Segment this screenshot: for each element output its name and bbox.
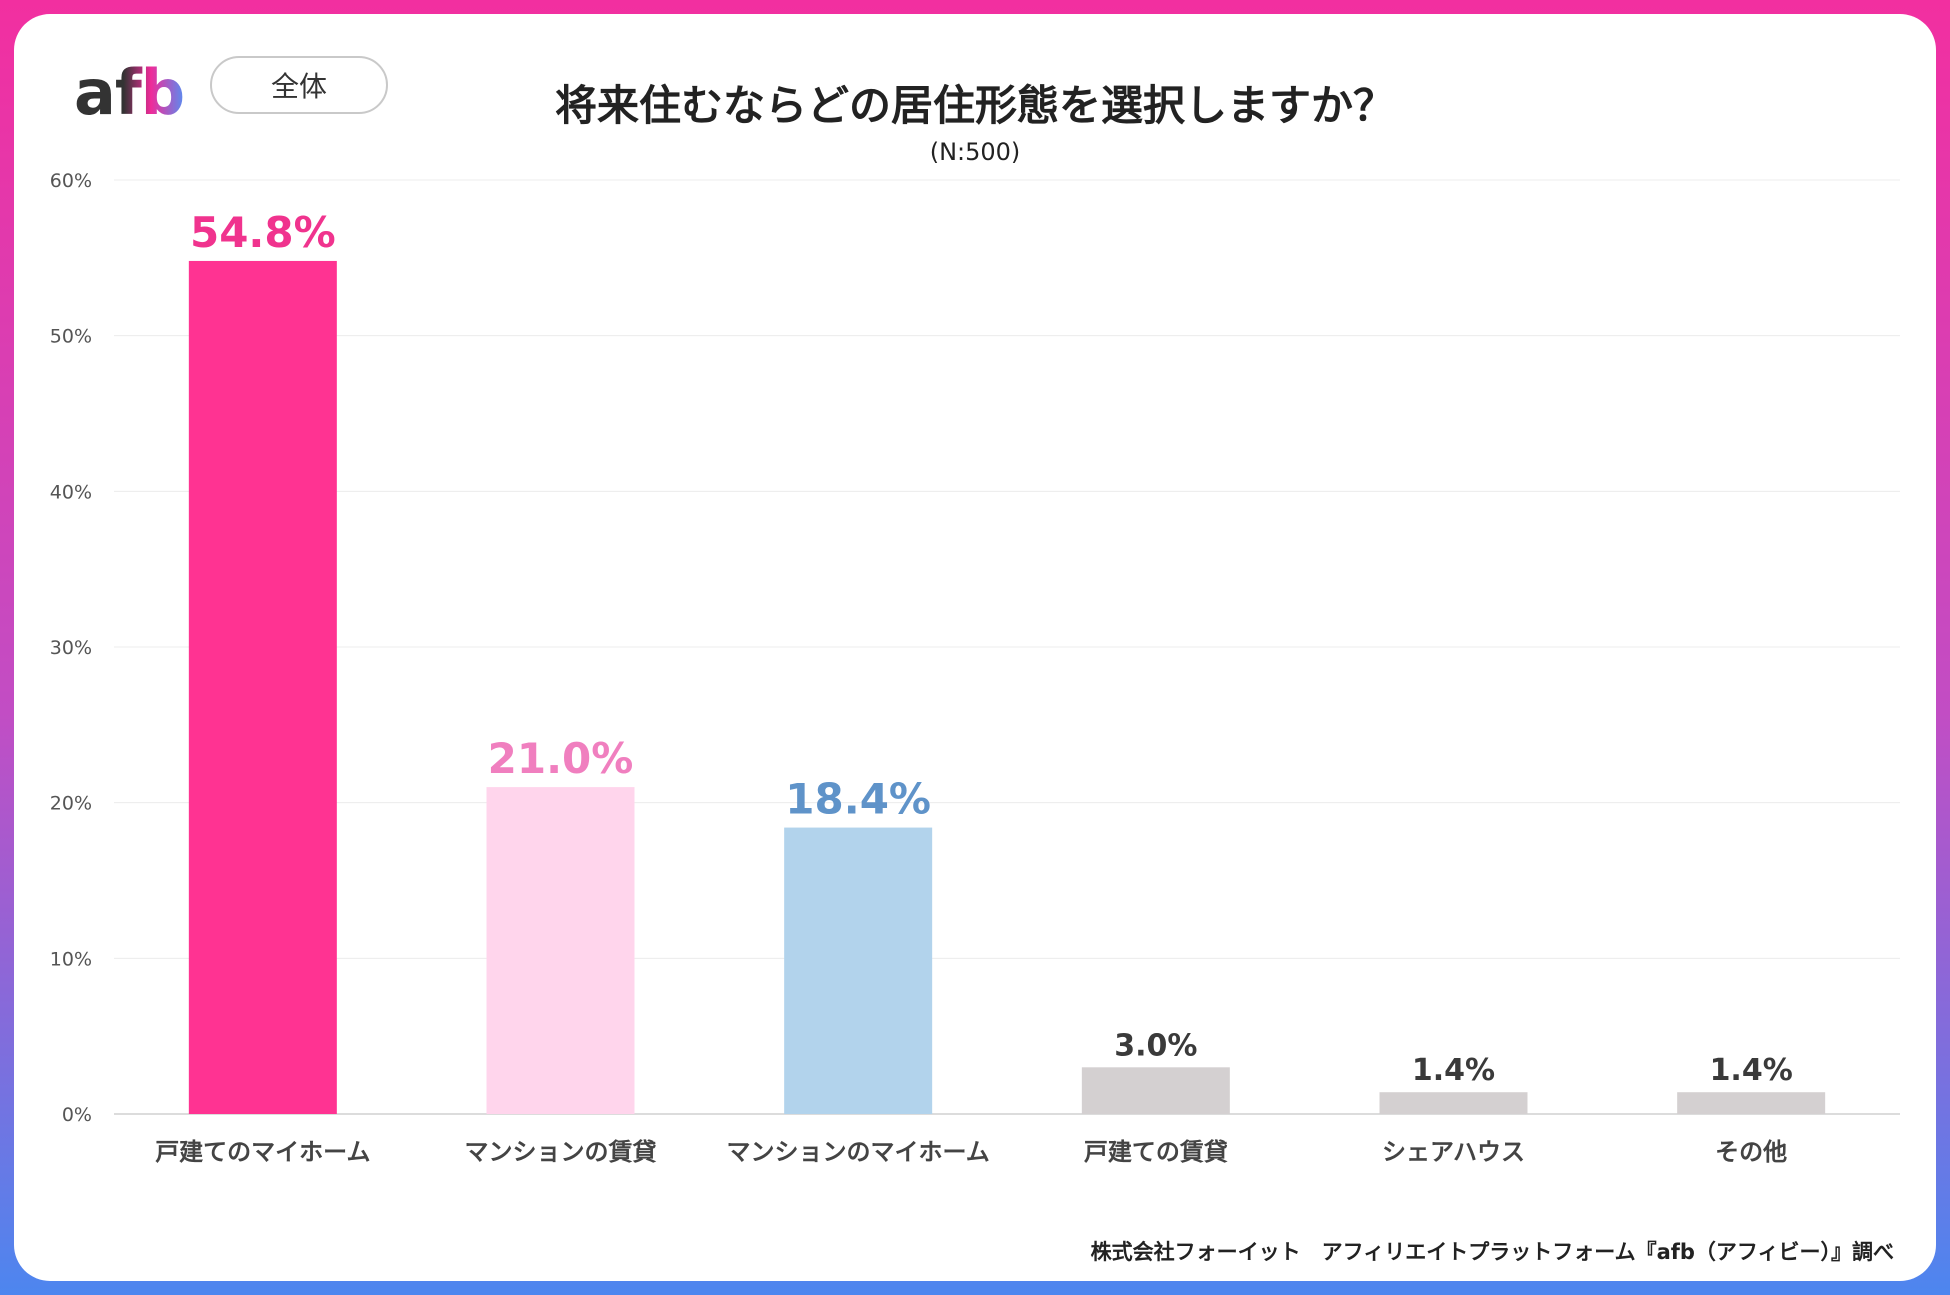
chart-title: 将来住むならどの居住形態を選択しますか？ [554,81,1395,130]
data-label: 21.0% [488,734,634,783]
bar-chart: 0% 10% 20% 30% 40% 50% 60% 54.8% 21.0% 18.4% 3.0%… [50,170,1900,1166]
data-label: 1.4% [1710,1053,1793,1088]
x-tick-label: その他 [1715,1138,1787,1166]
y-tick-label: 30% [50,637,92,659]
x-tick-label: 戸建ての賃貸 [1084,1138,1228,1166]
y-axis: 0% 10% 20% 30% 40% 50% 60% [50,170,92,1126]
source-note: 株式会社フォーイット アフィリエイトプラットフォーム『afb（アフィビー）』調べ [1090,1240,1894,1264]
x-tick-label: マンションのマイホーム [727,1138,990,1166]
data-label: 54.8% [190,208,336,257]
bars [188,260,1826,1114]
x-tick-label: 戸建てのマイホーム [155,1138,370,1166]
data-labels: 54.8% 21.0% 18.4% 3.0% 1.4% 1.4% [190,208,1793,1088]
x-tick-label: シェアハウス [1382,1138,1525,1166]
bar [486,787,635,1114]
bar [1379,1092,1528,1114]
x-axis: 戸建てのマイホーム マンションの賃貸 マンションのマイホーム 戸建ての賃貸 シェアハウス… [155,1138,1787,1166]
afb-logo: afb [74,56,185,129]
y-tick-label: 10% [50,948,92,970]
y-tick-label: 60% [50,170,92,192]
bar [1677,1092,1826,1114]
bar [188,260,337,1114]
bar [1081,1067,1230,1114]
y-tick-label: 50% [50,326,92,348]
chart-card: afb 全体 将来住むならどの居住形態を選択しますか？ (N:500) 0% 10… [14,14,1936,1281]
y-tick-label: 20% [50,793,92,815]
bar [784,827,933,1114]
scope-pill[interactable]: 全体 [210,56,388,114]
data-label: 1.4% [1412,1053,1495,1088]
data-label: 18.4% [785,775,931,824]
data-label: 3.0% [1114,1028,1197,1063]
y-tick-label: 40% [50,481,92,503]
chart-subtitle: (N:500) [929,138,1021,166]
gridlines [114,179,1900,1115]
x-tick-label: マンションの賃貸 [465,1138,657,1166]
y-tick-label: 0% [62,1104,92,1126]
